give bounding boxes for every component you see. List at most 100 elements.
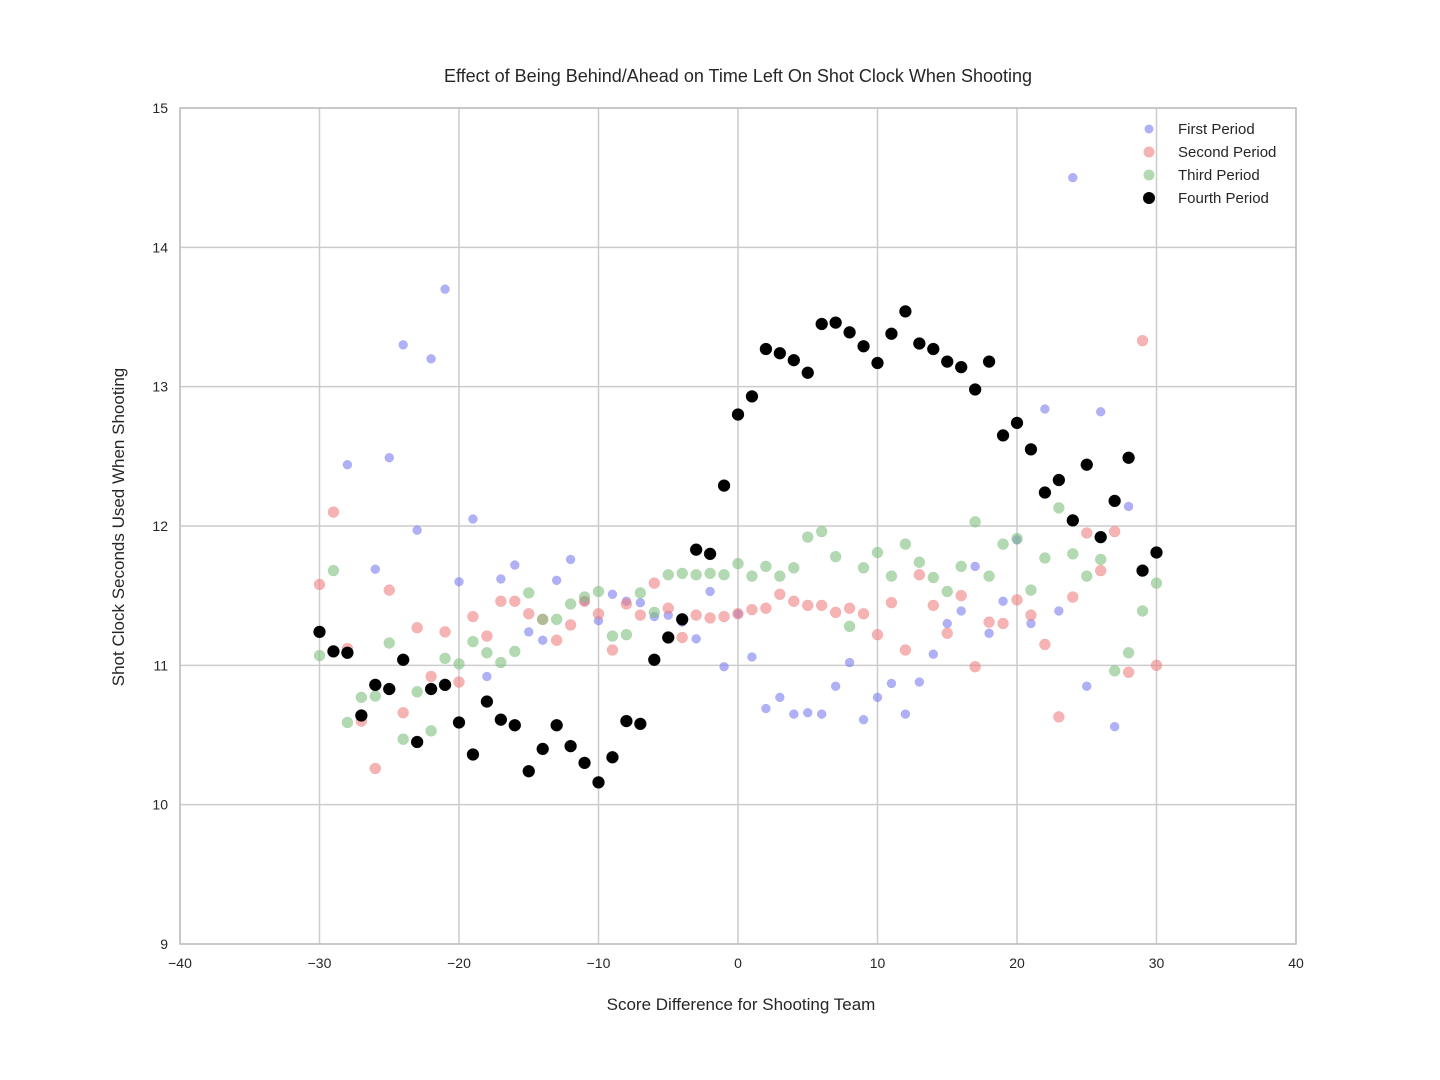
data-point (1122, 451, 1135, 464)
data-point (1094, 530, 1107, 544)
x-axis-label: Score Difference for Shooting Team (607, 995, 876, 1014)
data-point (1136, 334, 1149, 347)
data-point (592, 608, 605, 620)
y-tick-label: 9 (160, 936, 168, 952)
data-point (564, 598, 577, 610)
data-point (802, 531, 814, 543)
data-point (718, 569, 730, 581)
data-point (690, 609, 702, 621)
data-point (467, 610, 479, 623)
data-point (1038, 486, 1052, 499)
data-point (411, 686, 423, 698)
data-point (982, 355, 996, 368)
data-point (536, 742, 549, 756)
x-tick-label: 10 (870, 955, 886, 971)
data-point (606, 751, 619, 764)
data-point (508, 718, 522, 732)
data-point (1053, 711, 1065, 723)
data-point (327, 564, 340, 577)
data-point (789, 709, 799, 719)
data-point (453, 658, 465, 670)
data-point (1123, 501, 1134, 512)
data-point (1122, 666, 1135, 679)
data-point (620, 598, 633, 610)
data-point (313, 625, 326, 639)
data-point (537, 635, 548, 646)
data-point (482, 671, 492, 682)
data-point (620, 628, 633, 641)
data-point (384, 452, 394, 463)
data-point (550, 634, 563, 647)
data-point (383, 682, 396, 696)
data-point (885, 596, 898, 609)
data-point (942, 618, 952, 629)
data-point (412, 525, 422, 535)
series-4-points (313, 305, 1163, 789)
data-point (425, 670, 437, 683)
data-point (746, 603, 758, 616)
data-point (941, 355, 954, 368)
data-point (648, 606, 661, 619)
data-point (746, 570, 758, 582)
data-point (1082, 681, 1092, 691)
data-point (606, 644, 619, 656)
data-point (816, 709, 827, 719)
data-point (480, 695, 494, 708)
data-point (900, 709, 911, 719)
data-point (313, 649, 326, 662)
data-point (914, 677, 925, 687)
data-point (424, 682, 438, 696)
data-point (468, 514, 478, 524)
data-point (495, 595, 507, 607)
data-point (732, 608, 744, 620)
data-point (927, 571, 940, 584)
data-point (760, 602, 772, 614)
data-point (829, 316, 842, 329)
data-point (578, 756, 591, 770)
data-point (1011, 532, 1023, 545)
data-point (634, 717, 647, 731)
data-point (927, 342, 940, 356)
data-point (1040, 404, 1050, 414)
data-point (705, 586, 715, 597)
data-point (801, 366, 814, 379)
data-point (481, 647, 493, 659)
data-point (913, 337, 926, 350)
data-point (439, 626, 451, 638)
data-point (1080, 458, 1093, 471)
grid (179, 107, 1297, 945)
data-point (998, 596, 1008, 606)
data-point (1108, 525, 1121, 538)
data-point (1066, 514, 1080, 527)
data-point (984, 628, 994, 639)
data-point (1094, 553, 1107, 566)
data-point (885, 327, 898, 340)
data-point (565, 554, 576, 565)
data-point (327, 645, 340, 658)
data-point (634, 587, 647, 599)
data-point (760, 560, 772, 573)
data-point (341, 716, 354, 729)
data-point (983, 570, 995, 582)
data-point (843, 602, 856, 614)
data-point (997, 538, 1009, 550)
data-point (509, 645, 521, 658)
x-tick-labels: −40 −30 −20 −10 0 10 20 30 40 (168, 955, 1304, 971)
data-point (494, 713, 508, 726)
data-point (355, 691, 368, 704)
legend-marker (1144, 124, 1154, 134)
data-point (717, 479, 731, 492)
data-point (1068, 172, 1078, 183)
chart-title: Effect of Being Behind/Ahead on Time Lef… (444, 66, 1032, 86)
data-point (1010, 416, 1024, 430)
data-point (1108, 494, 1121, 508)
y-tick-labels: 9 10 11 12 13 14 15 (152, 100, 168, 952)
data-point (844, 657, 855, 668)
data-point (690, 569, 702, 581)
data-point (1122, 647, 1135, 659)
data-point (759, 342, 773, 356)
data-point (438, 678, 452, 692)
data-point (803, 707, 813, 718)
data-point (675, 613, 689, 626)
x-tick-label: 30 (1149, 955, 1165, 971)
